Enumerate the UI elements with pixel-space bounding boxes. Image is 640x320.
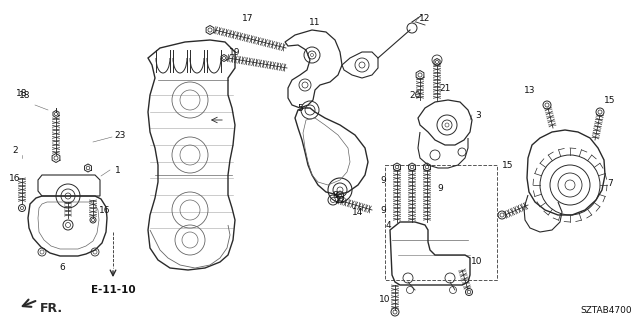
Text: 3: 3	[475, 110, 481, 119]
Text: 10: 10	[471, 258, 483, 267]
Text: 2: 2	[12, 146, 18, 155]
Text: 5: 5	[297, 103, 303, 113]
Text: 9: 9	[380, 175, 386, 185]
Text: 7: 7	[607, 179, 613, 188]
Text: 11: 11	[309, 18, 321, 27]
Text: 21: 21	[439, 84, 451, 92]
Text: 6: 6	[59, 263, 65, 273]
Text: 15: 15	[502, 161, 514, 170]
Text: 16: 16	[99, 205, 111, 214]
Text: 9: 9	[380, 205, 386, 214]
Text: 14: 14	[352, 207, 364, 217]
Text: 20: 20	[410, 91, 420, 100]
Text: 15: 15	[604, 95, 616, 105]
Text: 23: 23	[115, 131, 125, 140]
Text: 17: 17	[243, 13, 253, 22]
Text: 22: 22	[334, 196, 346, 204]
Text: 8: 8	[332, 190, 338, 199]
Text: 1: 1	[115, 165, 121, 174]
Text: SZTAB4700: SZTAB4700	[580, 306, 632, 315]
Text: 18: 18	[19, 91, 31, 100]
Text: 4: 4	[385, 220, 391, 229]
Bar	[385, 165, 497, 280]
Text: 12: 12	[419, 13, 431, 22]
Text: 16: 16	[9, 173, 20, 182]
Text: FR.: FR.	[40, 301, 63, 315]
Text: 13: 13	[524, 85, 536, 94]
Text: 10: 10	[380, 295, 391, 305]
Text: E-11-10: E-11-10	[91, 285, 135, 295]
Text: 18: 18	[16, 89, 28, 98]
Text: 19: 19	[229, 47, 241, 57]
Text: 9: 9	[437, 183, 443, 193]
